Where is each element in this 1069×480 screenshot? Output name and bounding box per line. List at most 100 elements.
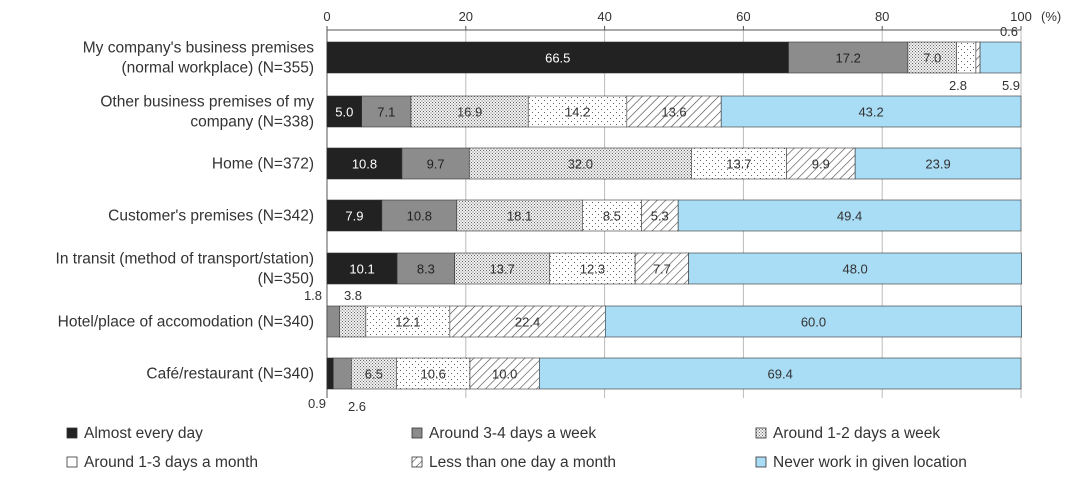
bar-segment [332,357,352,390]
data-label: 17.2 [836,51,861,66]
category-label: company (N=338) [190,114,314,131]
bar-segment [326,252,398,285]
data-label: 12.3 [580,262,605,277]
legend-label: Around 3-4 days a week [429,425,596,442]
data-label: 6.5 [365,367,383,382]
data-label: 8.5 [603,209,621,224]
bar-segment [326,199,383,232]
outside-labels: 0.6 2.8 5.9 1.8 3.8 0.9 2.6 [304,24,1020,414]
bar-segment [677,199,1022,232]
bar-segment [339,305,367,338]
outside-data-label: 0.6 [1000,24,1018,39]
data-label: 13.7 [490,262,515,277]
legend-swatch [66,456,78,468]
data-label: 7.1 [377,105,395,120]
data-label: 13.7 [726,157,751,172]
bar-segment [956,41,977,74]
data-label: 9.9 [812,157,830,172]
bar-segment [854,147,1022,180]
category-labels: My company's business premises (normal wo… [56,40,315,383]
category-label: Home (N=372) [212,156,314,173]
category-label: Other business premises of my [100,94,314,111]
x-tick-label: 20 [459,9,473,24]
bar-segment [326,41,789,74]
data-label: 7.0 [923,51,941,66]
legend-swatch [755,456,767,468]
x-tick-label: 60 [736,9,750,24]
outside-data-label: 2.8 [949,78,967,93]
bar-segment [691,147,787,180]
bar-segment [539,357,1022,390]
legend-label: Around 1-3 days a month [84,454,258,471]
data-label: 5.0 [335,105,353,120]
bar-segment [634,252,689,285]
data-label: 7.9 [345,209,363,224]
legend-label: Almost every day [84,425,203,442]
legend-label: Never work in given location [773,454,967,471]
legend-label: Around 1-2 days a week [773,425,940,442]
category-label: My company's business premises [83,40,314,57]
category-label: In transit (method of transport/station) [56,251,314,268]
data-label: 23.9 [925,157,950,172]
data-label: 10.8 [407,209,432,224]
bar-segment [641,199,679,232]
bar-segment [350,357,397,390]
outside-data-label: 0.9 [308,396,326,411]
x-tick-label: 80 [875,9,889,24]
bar-segment [604,305,1022,338]
bar-segment [361,95,412,128]
data-label: 32.0 [568,157,593,172]
data-label: 8.3 [417,262,435,277]
x-tick-label: 40 [597,9,611,24]
bar-segment [582,199,642,232]
legend-swatch [66,427,78,439]
legend-label: Less than one day a month [429,454,616,471]
bar-segment [326,147,403,180]
bar-segment [454,252,551,285]
x-tick-label: 0 [323,9,330,24]
bars-layer: 66.5 17.2 7.0 5.0 7.1 16.9 14.2 13.6 43.2 10.8 9.7… [326,41,1022,390]
bar-segment [365,305,451,338]
legend: Almost every day Around 3-4 days a week Ar… [66,425,967,471]
category-label: (normal workplace) (N=355) [121,60,314,77]
bar-segment [410,95,529,128]
bar-segment [786,147,856,180]
data-label: 13.6 [661,105,686,120]
data-label: 10.1 [349,262,374,277]
x-tick-label: 100 [1010,9,1032,24]
data-label: 14.2 [565,105,590,120]
data-label: 16.9 [457,105,482,120]
data-label: 7.7 [653,262,671,277]
data-label: 18.1 [507,209,532,224]
bar-segment [469,357,540,390]
bar-segment [326,95,363,128]
legend-swatch [411,456,423,468]
bar-segment [907,41,957,74]
data-label: 22.4 [515,315,540,330]
outside-data-label: 1.8 [304,288,322,303]
bar-segment [788,41,909,74]
data-label: 60.0 [801,315,826,330]
data-label: 10.8 [352,157,377,172]
legend-swatch [755,427,767,439]
legend-swatch [411,427,423,439]
bar-segment [979,41,1022,74]
bar-segment [381,199,458,232]
bar-segment [468,147,692,180]
data-label: 43.2 [858,105,883,120]
bar-segment [401,147,470,180]
category-label: Café/restaurant (N=340) [146,366,314,383]
category-label: Hotel/place of accomodation (N=340) [58,314,314,331]
x-axis-unit-label: (%) [1041,9,1061,24]
data-label: 9.7 [427,157,445,172]
bar-segment [456,199,583,232]
category-label: Customer's premises (N=342) [108,208,314,225]
bar-segment [975,41,981,74]
bar-segment [396,357,471,390]
outside-data-label: 2.6 [348,399,366,414]
bar-segment [549,252,636,285]
data-label: 10.6 [421,367,446,382]
category-label: (N=350) [258,271,314,288]
x-axis: 0 20 40 60 80 100 (%) [323,9,1061,31]
